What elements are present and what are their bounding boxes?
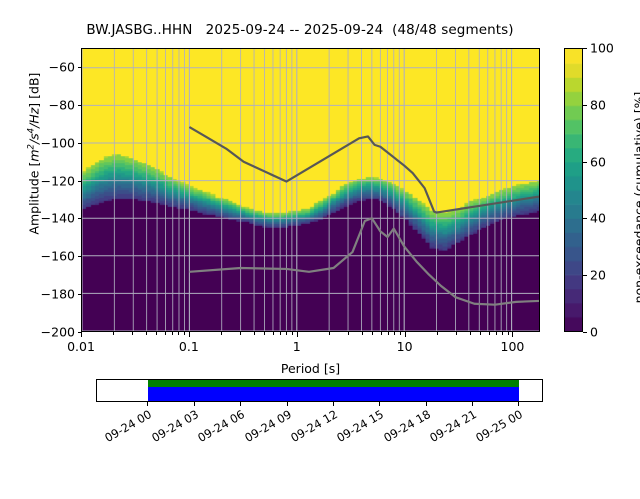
timeline-tick-mark [472, 402, 473, 406]
y-tick-mark [78, 105, 82, 106]
x-tick-mark-minor [502, 332, 503, 335]
x-tick-mark-major [81, 332, 82, 337]
y-tick-mark [78, 67, 82, 68]
y-tick-label: −60 [15, 59, 75, 74]
page-title: BW.JASBG..HHN 2025-09-24 -- 2025-09-24 (… [0, 22, 600, 38]
x-tick-mark-minor [156, 332, 157, 335]
y-tick-label: −100 [15, 135, 75, 150]
y-tick-mark [78, 256, 82, 257]
ppsd-figure: BW.JASBG..HHN 2025-09-24 -- 2025-09-24 (… [0, 0, 640, 480]
y-tick-label: −80 [15, 97, 75, 112]
y-tick-label: −180 [15, 287, 75, 302]
y-tick-mark [78, 218, 82, 219]
y-tick-label: −120 [15, 173, 75, 188]
x-tick-mark-minor [165, 332, 166, 335]
coverage-bar-segments [148, 380, 519, 387]
y-tick-mark [78, 294, 82, 295]
x-tick-mark-minor [456, 332, 457, 335]
colorbar[interactable] [564, 48, 583, 332]
x-tick-mark-minor [480, 332, 481, 335]
x-tick-mark-minor [508, 332, 509, 335]
x-tick-mark-minor [489, 332, 490, 335]
x-tick-mark-minor [400, 332, 401, 335]
x-tick-mark-minor [496, 332, 497, 335]
colorbar-tick-mark [583, 105, 587, 106]
x-tick-mark-minor [470, 332, 471, 335]
x-tick-mark-minor [348, 332, 349, 335]
timeline-tick-mark [240, 402, 241, 406]
timeline-tick-mark [287, 402, 288, 406]
x-tick-mark-minor [292, 332, 293, 335]
x-tick-mark-minor [184, 332, 185, 335]
x-tick-mark-minor [273, 332, 274, 335]
x-tick-label: 10 [375, 339, 435, 354]
x-tick-mark-minor [394, 332, 395, 335]
timeline-tick-mark [518, 402, 519, 406]
x-tick-mark-minor [372, 332, 373, 335]
x-tick-mark-minor [146, 332, 147, 335]
x-tick-mark-major [512, 332, 513, 337]
x-tick-label: 1 [267, 339, 327, 354]
noise-model-nlnm [189, 218, 539, 304]
x-tick-mark-minor [132, 332, 133, 335]
y-tick-label: −200 [15, 325, 75, 340]
colorbar-gradient [565, 49, 582, 331]
colorbar-tick-mark [583, 275, 587, 276]
x-tick-mark-minor [362, 332, 363, 335]
colorbar-tick-label: 20 [590, 268, 606, 283]
x-tick-mark-major [189, 332, 190, 337]
coverage-timeline[interactable] [96, 379, 543, 402]
x-tick-mark-minor [221, 332, 222, 335]
colorbar-tick-label: 60 [590, 154, 606, 169]
x-tick-mark-minor [113, 332, 114, 335]
x-tick-mark-minor [280, 332, 281, 335]
x-tick-mark-minor [254, 332, 255, 335]
colorbar-tick-mark [583, 218, 587, 219]
x-axis-label: Period [s] [81, 361, 540, 376]
colorbar-tick-label: 80 [590, 97, 606, 112]
x-tick-mark-minor [172, 332, 173, 335]
y-tick-mark [78, 181, 82, 182]
x-tick-mark-minor [381, 332, 382, 335]
coverage-bar-data [148, 387, 519, 401]
psd-plot-area[interactable] [81, 48, 540, 332]
colorbar-tick-label: 100 [590, 41, 614, 56]
x-tick-label: 100 [482, 339, 542, 354]
timeline-tick-mark [379, 402, 380, 406]
timeline-tick-mark [426, 402, 427, 406]
colorbar-tick-mark [583, 162, 587, 163]
x-tick-mark-minor [437, 332, 438, 335]
timeline-tick-mark [194, 402, 195, 406]
noise-model-nhnm [189, 127, 539, 213]
timeline-tick-mark [333, 402, 334, 406]
y-tick-label: −160 [15, 249, 75, 264]
x-tick-mark-minor [264, 332, 265, 335]
x-tick-label: 0.1 [159, 339, 219, 354]
x-tick-mark-minor [178, 332, 179, 335]
timeline-tick-mark [147, 402, 148, 406]
colorbar-tick-mark [583, 332, 587, 333]
colorbar-tick-mark [583, 48, 587, 49]
x-tick-label: 0.01 [51, 339, 111, 354]
colorbar-label: non-exceedance (cumulative) [%] [632, 53, 640, 343]
colorbar-tick-label: 0 [590, 325, 598, 340]
y-tick-label: −140 [15, 211, 75, 226]
x-tick-mark-major [405, 332, 406, 337]
x-tick-mark-minor [329, 332, 330, 335]
y-tick-mark [78, 143, 82, 144]
x-tick-mark-minor [286, 332, 287, 335]
noise-model-curves [82, 49, 539, 331]
x-tick-mark-minor [388, 332, 389, 335]
x-tick-mark-minor [240, 332, 241, 335]
colorbar-tick-label: 40 [590, 211, 606, 226]
x-tick-mark-major [297, 332, 298, 337]
